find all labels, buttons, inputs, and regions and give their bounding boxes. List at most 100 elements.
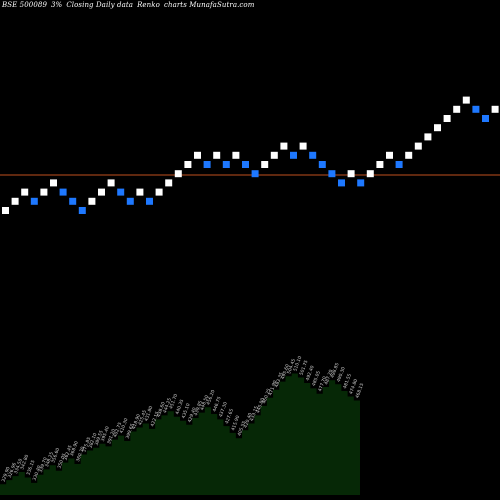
volume-label: 362.45 [63, 444, 74, 461]
up-brick [386, 151, 393, 159]
chart-header: BSE 500089 3% Closing Daily data Renko chart… [2, 1, 259, 9]
up-brick [2, 207, 9, 214]
volume-label: 468.15 [354, 382, 365, 399]
volume-label: 415.90 [230, 415, 241, 432]
volume-label: 405.55 [236, 420, 247, 437]
up-brick [280, 142, 288, 150]
brick-size-label: 3% [51, 1, 63, 9]
volume-label: 425.45 [137, 409, 148, 426]
volume-label: 435.10 [181, 402, 192, 419]
volume-label: 399.65 [125, 423, 136, 440]
up-brick [40, 188, 48, 196]
volume-label: 477.70 [317, 375, 328, 392]
down-brick [251, 170, 259, 178]
volume-label: 356.60 [50, 447, 61, 464]
volume-label: 444.25 [162, 397, 173, 414]
down-brick [30, 197, 38, 205]
down-brick [242, 161, 249, 168]
volume-label: 437.30 [218, 401, 229, 418]
down-brick [222, 161, 230, 168]
up-brick [11, 197, 19, 205]
up-brick [213, 151, 221, 159]
volume-label: 485.05 [311, 370, 322, 387]
volume-label: 451.70 [168, 393, 179, 410]
up-brick [165, 179, 173, 187]
down-brick [78, 207, 86, 214]
volume-label: 460.25 [261, 388, 272, 405]
volume-label: 326.96 [7, 462, 18, 479]
volume-label: 501.75 [299, 359, 310, 376]
down-brick [59, 188, 67, 196]
down-brick [117, 188, 125, 196]
up-brick [491, 105, 499, 113]
volume-label: 348.25 [44, 451, 55, 468]
symbol-label: BSE 500089 [2, 1, 47, 9]
up-brick [155, 188, 163, 196]
renko-bricks [2, 96, 499, 214]
up-brick [376, 161, 384, 168]
up-brick [136, 188, 144, 196]
volume-label: 439.85 [193, 400, 204, 417]
volume-label: 391.20 [106, 428, 117, 445]
volume-label: 490.30 [336, 366, 347, 383]
chart-type-label: Renko [137, 1, 160, 9]
volume-label: 471.90 [267, 380, 278, 397]
volume-label: 487.20 [323, 369, 334, 386]
volume-label: 495.60 [280, 363, 291, 380]
volume-label: 350.05 [56, 452, 67, 469]
volume-label: 440.35 [174, 398, 185, 415]
volume-label: 395.40 [100, 425, 111, 442]
up-brick [107, 179, 115, 187]
volume-label: 375.85 [81, 436, 92, 453]
volume-label: 448.50 [199, 394, 210, 411]
down-brick [69, 197, 77, 205]
down-brick [395, 161, 403, 168]
volume-label: 427.65 [224, 408, 235, 425]
volume-label: 431.80 [143, 405, 154, 422]
volume-label: 339.70 [38, 456, 49, 473]
up-brick [299, 142, 307, 150]
up-brick [462, 96, 470, 104]
volume-label: 445.80 [255, 397, 266, 414]
volume-label: 446.75 [212, 396, 223, 413]
volume-label: 429.40 [187, 407, 198, 424]
volume-label: 510.10 [292, 355, 303, 372]
volume-label: 418.90 [131, 413, 142, 430]
volume-label: 420.40 [243, 412, 254, 429]
volume-label: 402.75 [112, 421, 123, 438]
volume-label: 329.90 [1, 466, 12, 483]
up-brick [366, 170, 374, 178]
volume-labels: 329.90326.96334.50342.80336.15330.40339.… [1, 355, 366, 483]
down-brick [338, 179, 345, 187]
down-brick [126, 197, 134, 205]
volume-label: 330.40 [32, 465, 43, 482]
up-brick [270, 151, 278, 159]
volume-label: 334.50 [13, 458, 24, 475]
down-brick [290, 151, 297, 159]
up-brick [443, 115, 451, 122]
down-brick [482, 115, 489, 122]
up-brick [405, 151, 413, 159]
volume-label: 474.80 [348, 378, 359, 395]
down-brick [203, 161, 211, 168]
volume-label: 492.40 [305, 365, 316, 382]
up-brick [347, 170, 355, 178]
up-brick [194, 151, 201, 159]
volume-profile [0, 373, 360, 495]
volume-area [0, 373, 360, 495]
volume-label: 483.35 [274, 371, 285, 388]
down-brick [472, 105, 480, 113]
up-brick [98, 188, 105, 196]
down-brick [309, 151, 317, 159]
up-brick [261, 161, 269, 168]
up-brick [424, 133, 432, 141]
volume-label: 498.85 [330, 362, 341, 379]
down-brick [146, 197, 153, 205]
volume-label: 410.30 [119, 417, 130, 434]
up-brick [414, 142, 422, 150]
volume-label: 438.60 [156, 401, 167, 418]
volume-label: 456.20 [205, 389, 216, 406]
volume-label: 368.90 [69, 440, 80, 457]
volume-label: 336.15 [25, 459, 36, 476]
